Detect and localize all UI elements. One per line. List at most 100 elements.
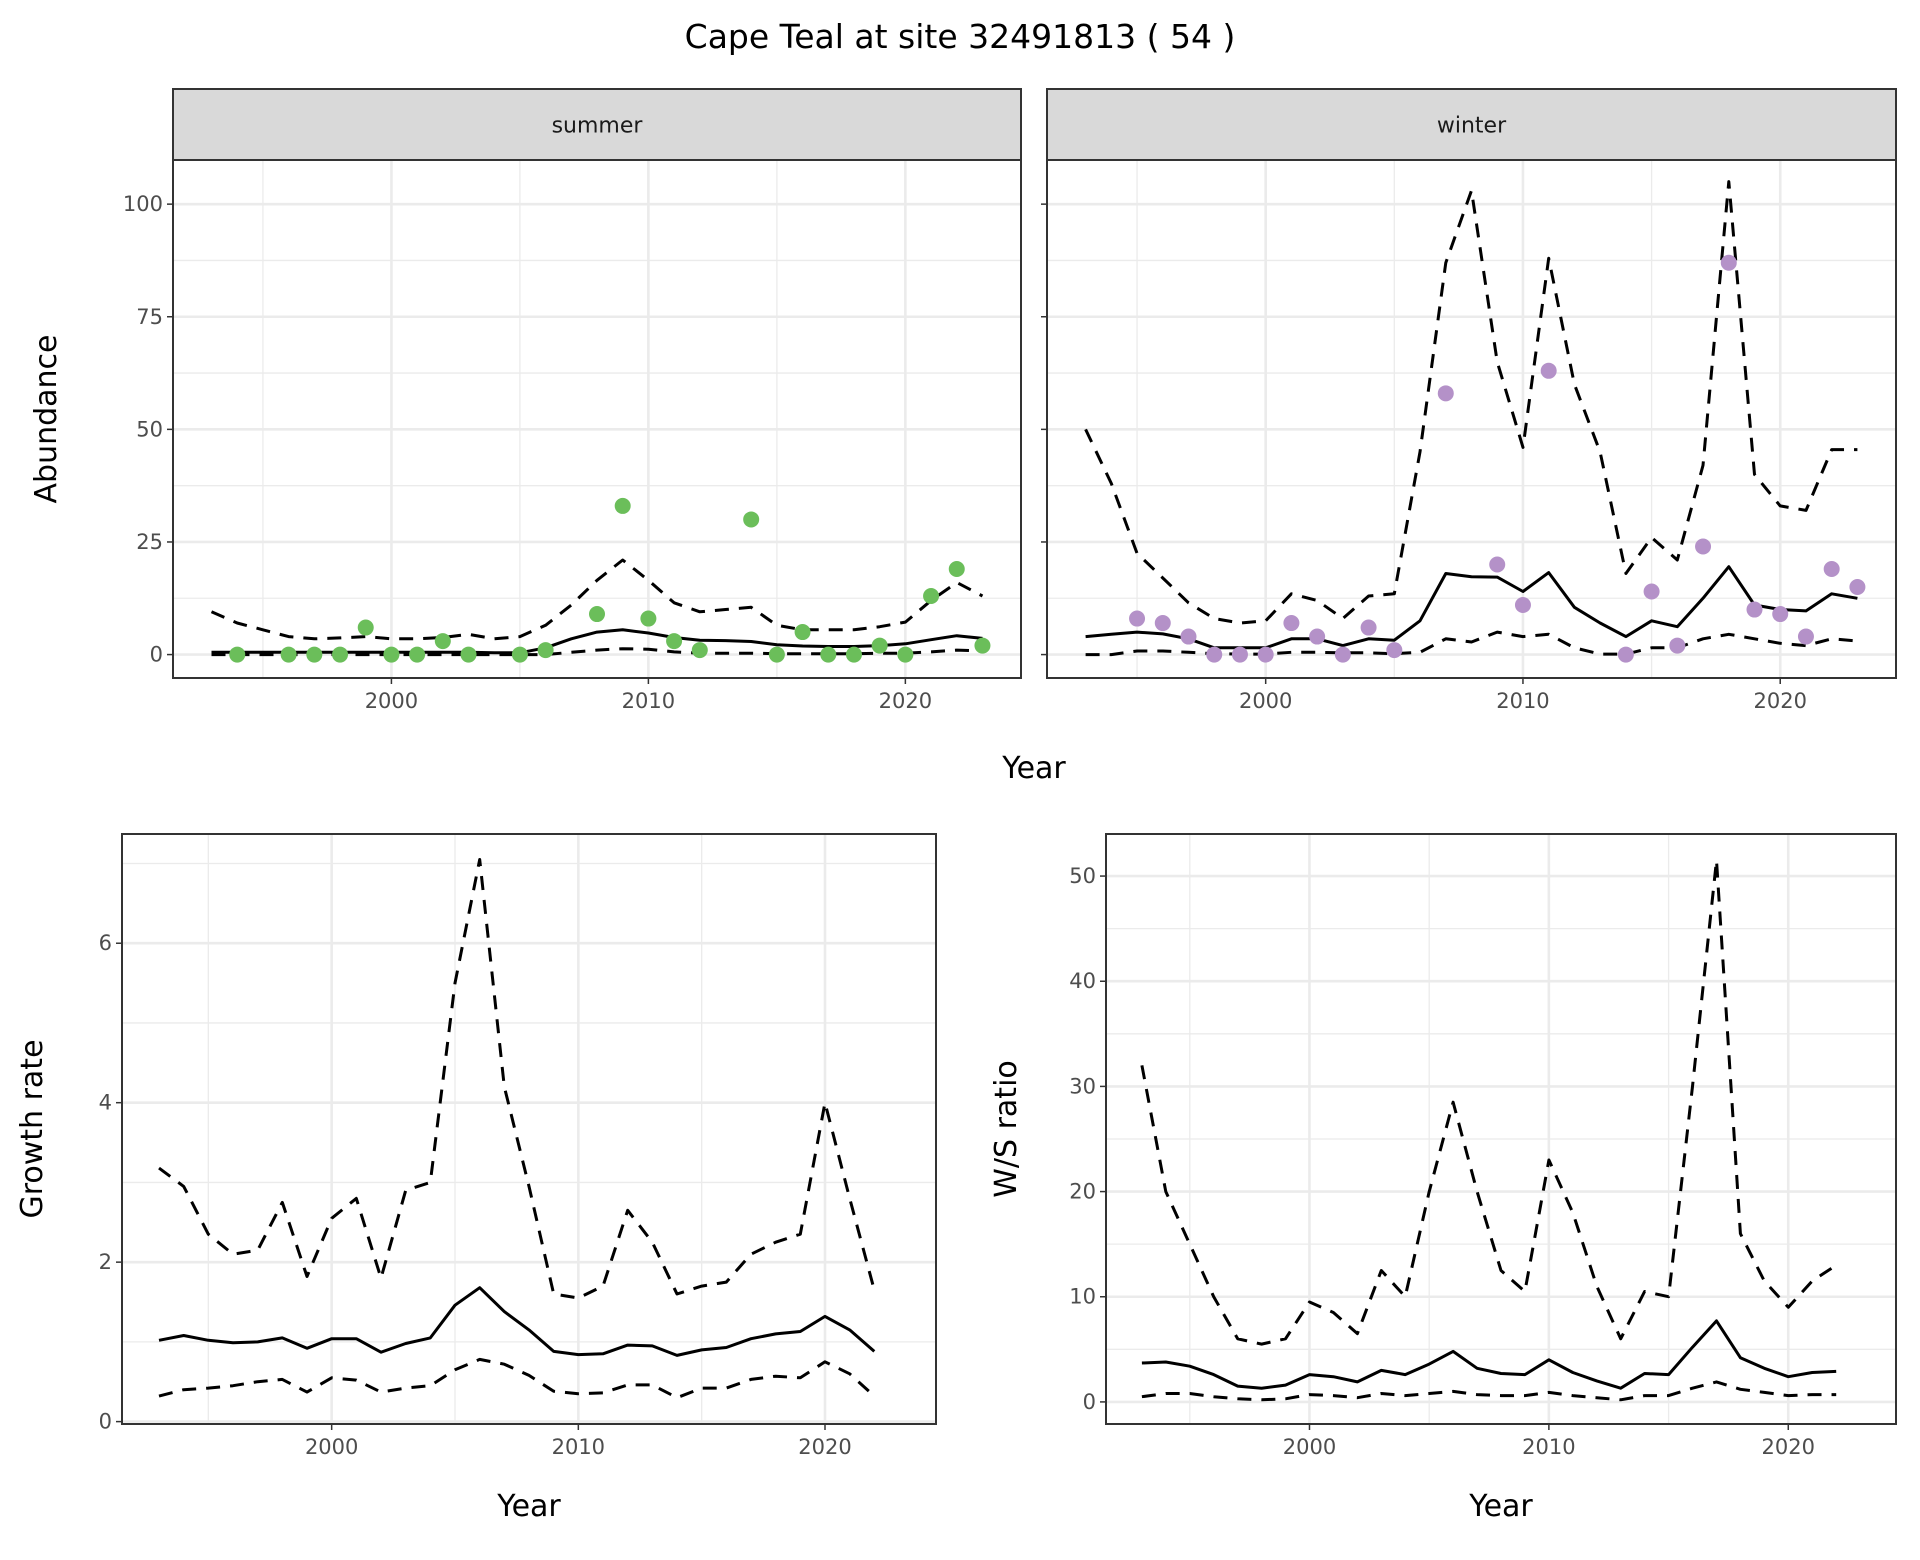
- data-point: [1720, 254, 1737, 271]
- y-axis-title: Abundance: [29, 335, 64, 504]
- data-point: [1129, 610, 1146, 627]
- data-point: [1669, 637, 1686, 654]
- panel-plot-3: 0 2 4 6 2000 2010 2020 Year Growth rate: [15, 833, 937, 1524]
- data-point: [897, 646, 914, 663]
- data-point: [1772, 606, 1789, 623]
- data-point: [1823, 560, 1840, 577]
- x-tick-label: 2000: [365, 689, 418, 713]
- data-point: [229, 646, 246, 663]
- x-axis-title: Year: [496, 1489, 561, 1524]
- panel-winter: 2000 2010 2020 winter: [1041, 88, 1897, 713]
- data-point: [306, 646, 323, 663]
- data-point: [460, 646, 477, 663]
- x-tick-label: 2020: [798, 1435, 851, 1459]
- y-tick-label: 0: [1083, 1390, 1096, 1414]
- y-tick-label: 6: [99, 931, 112, 955]
- plot-background: [122, 834, 936, 1424]
- data-point: [357, 619, 374, 636]
- lower-bound-line: [1141, 1380, 1837, 1402]
- y-tick-label: 100: [123, 192, 163, 216]
- y-tick-label: 0: [150, 643, 163, 667]
- data-point: [1334, 646, 1351, 663]
- plot-background: [173, 160, 1021, 678]
- data-point: [1746, 601, 1763, 618]
- upper-bound-line: [1140, 858, 1838, 1346]
- data-point: [923, 588, 940, 605]
- y-tick-label: 75: [136, 305, 163, 329]
- data-point: [845, 646, 862, 663]
- panel-border: [121, 833, 937, 1425]
- y-axis-title: W/S ratio: [989, 1060, 1024, 1198]
- x-tick-label: 2010: [1522, 1435, 1575, 1459]
- data-point: [1360, 619, 1377, 636]
- data-point: [691, 642, 708, 659]
- x-tick-label: 2000: [305, 1435, 358, 1459]
- facet-strip: [172, 88, 1022, 161]
- plot-background: [1106, 834, 1896, 1424]
- mean-line: [1141, 1319, 1837, 1390]
- y-tick-label: 20: [1069, 1180, 1096, 1204]
- data-point: [871, 637, 888, 654]
- data-point: [1386, 642, 1403, 659]
- y-tick-label: 40: [1069, 969, 1096, 993]
- data-point: [1617, 646, 1634, 663]
- data-point: [1437, 385, 1454, 402]
- data-point: [1849, 579, 1866, 596]
- x-axis-title-shared: Year: [1001, 751, 1066, 786]
- x-tick-label: 2020: [1754, 689, 1807, 713]
- data-point: [537, 642, 554, 659]
- data-point: [1283, 615, 1300, 632]
- y-tick-label: 50: [136, 417, 163, 441]
- panel-plot-4: 0 10 20 30 40 50 2000 2010 2020 Year W/S ratio: [989, 833, 1897, 1524]
- data-point: [1797, 628, 1814, 645]
- data-point: [1514, 597, 1531, 614]
- facet-label: winter: [1437, 114, 1507, 139]
- data-point: [589, 606, 605, 623]
- x-tick-label: 2010: [552, 1435, 605, 1459]
- data-point: [794, 624, 811, 641]
- data-point: [640, 610, 657, 627]
- y-tick-label: 50: [1069, 864, 1096, 888]
- data-point: [1540, 362, 1557, 379]
- data-point: [974, 637, 991, 654]
- figure-title: Cape Teal at site 32491813 ( 54 ): [685, 17, 1236, 56]
- x-tick-label: 2020: [879, 689, 932, 713]
- y-tick-label: 4: [99, 1091, 112, 1115]
- y-tick-label: 10: [1069, 1285, 1096, 1309]
- data-point: [1643, 583, 1660, 600]
- facet-label: summer: [552, 114, 644, 139]
- data-point: [1154, 615, 1171, 632]
- data-point: [820, 646, 837, 663]
- y-tick-label: 25: [136, 530, 163, 554]
- x-axis-title: Year: [1468, 1489, 1533, 1524]
- x-tick-label: 2010: [622, 689, 675, 713]
- data-point: [948, 560, 965, 577]
- y-tick-label: 2: [99, 1250, 112, 1274]
- x-tick-label: 2000: [1239, 689, 1292, 713]
- upper-bound-line: [210, 558, 984, 641]
- upper-bound-line: [1084, 180, 1858, 625]
- data-point: [614, 497, 631, 514]
- data-point: [1206, 646, 1223, 663]
- x-tick-label: 2020: [1762, 1435, 1815, 1459]
- data-point: [409, 646, 426, 663]
- y-tick-label: 30: [1069, 1074, 1096, 1098]
- lower-bound-line: [158, 1357, 876, 1400]
- data-point: [511, 646, 528, 663]
- data-point: [1309, 628, 1326, 645]
- data-point: [1257, 646, 1274, 663]
- facet-strip: [1046, 88, 1897, 161]
- data-point: [434, 633, 451, 650]
- y-tick-label: 0: [99, 1410, 112, 1434]
- y-axis-title: Growth rate: [15, 1039, 50, 1218]
- data-point: [332, 646, 349, 663]
- panel-summer: 0 25 50 75 100 2000 2010 2020 summer Abundance: [29, 88, 1022, 713]
- data-point: [280, 646, 297, 663]
- data-point: [1489, 556, 1506, 573]
- data-point: [383, 646, 400, 663]
- upper-bound-line: [158, 858, 876, 1300]
- x-tick-label: 2010: [1496, 689, 1549, 713]
- mean-line: [158, 1286, 876, 1357]
- x-tick-label: 2000: [1283, 1435, 1336, 1459]
